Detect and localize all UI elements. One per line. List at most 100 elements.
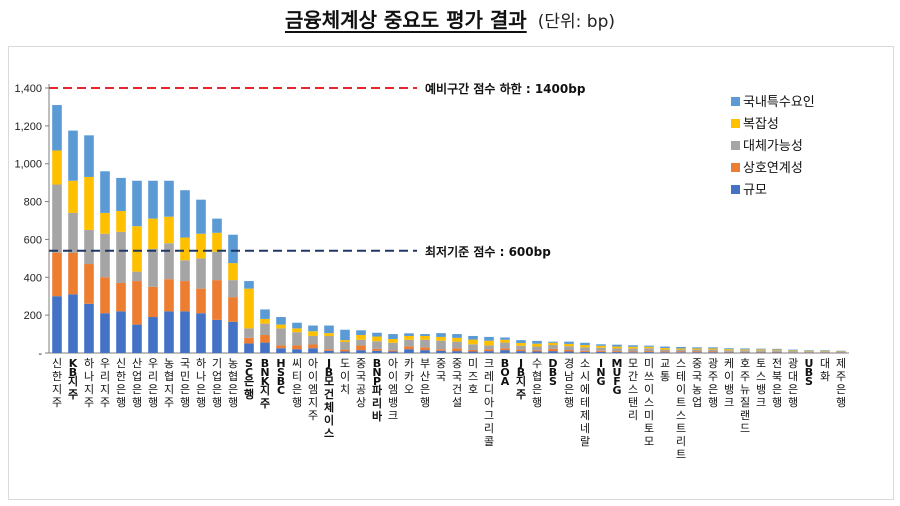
bar-segment xyxy=(596,347,606,351)
bar-segment xyxy=(532,340,542,344)
bar-segment xyxy=(68,212,78,253)
bar-segment xyxy=(116,211,126,232)
bar-segment xyxy=(516,340,526,343)
bar-segment xyxy=(388,338,398,343)
bar-segment xyxy=(148,218,158,249)
legend-swatch xyxy=(731,141,740,150)
bar-segment xyxy=(500,339,510,343)
bar-segment xyxy=(52,252,62,297)
bar-segment xyxy=(756,348,766,350)
bar-segment xyxy=(692,351,702,353)
bar-segment xyxy=(804,350,814,351)
bar-segment xyxy=(452,341,462,349)
bar-segment xyxy=(324,350,334,353)
bar-segment xyxy=(260,323,270,336)
bar-segment xyxy=(388,334,398,339)
bar-segment xyxy=(212,280,222,320)
bar-segment xyxy=(468,351,478,353)
chart-title: 금융체계상 중요도 평가 결과 xyxy=(284,8,527,32)
bar-segment xyxy=(116,177,126,212)
bar-segment xyxy=(228,297,238,322)
bar-segment xyxy=(356,350,366,353)
bar-segment xyxy=(164,279,174,312)
bar-segment xyxy=(436,340,446,350)
bar-segment xyxy=(724,348,734,350)
bar-segment xyxy=(772,352,782,353)
bar-segment xyxy=(564,343,574,347)
bar-segment xyxy=(260,318,270,324)
bar-segment xyxy=(52,105,62,151)
bar-segment xyxy=(548,348,558,352)
bar-segment xyxy=(276,324,286,329)
bar-segment xyxy=(788,351,798,353)
bar-segment xyxy=(68,130,78,181)
bar-segment xyxy=(292,349,302,353)
bar-segment xyxy=(356,330,366,336)
bar-segment xyxy=(292,332,302,346)
bar-segment xyxy=(324,333,334,336)
bar-segment xyxy=(612,346,622,349)
bar-segment xyxy=(452,337,462,342)
bar-segment xyxy=(84,303,94,353)
bar-segment xyxy=(324,349,334,351)
bar-segment xyxy=(436,336,446,341)
legend-label: 상호연계성 xyxy=(743,161,803,176)
bar-segment xyxy=(708,351,718,353)
bar-segment xyxy=(820,350,830,352)
bar-segment xyxy=(84,264,94,304)
bar-segment xyxy=(564,346,574,350)
bar-segment xyxy=(740,351,750,353)
y-tick-label: - xyxy=(38,348,42,360)
bar-segment xyxy=(580,345,590,348)
bar-segment xyxy=(276,345,286,349)
bar-segment xyxy=(340,329,350,341)
bar-segment xyxy=(548,342,558,346)
bar-segment xyxy=(308,331,318,336)
bar-segment xyxy=(596,344,606,346)
bar-segment xyxy=(708,348,718,350)
chart-frame: - 200 400 600 800 1,000 1,200 1,400 신 한 지 주 K B 지 주 하 나 지 주… xyxy=(8,46,894,500)
bar-segment xyxy=(740,352,750,353)
bar-segment xyxy=(100,313,110,353)
bar-segment xyxy=(756,351,766,353)
bar-segment xyxy=(388,350,398,352)
y-tick-label: 1,400 xyxy=(14,83,42,95)
bar-segment xyxy=(804,350,814,352)
bar-segment xyxy=(292,345,302,350)
bar-segment xyxy=(52,296,62,353)
bar-segment xyxy=(500,350,510,353)
bar-segment xyxy=(628,348,638,352)
bar-segment xyxy=(180,311,190,353)
bar-segment xyxy=(644,345,654,347)
bar-segment xyxy=(100,277,110,314)
bar-segment xyxy=(516,351,526,353)
bar-segment xyxy=(372,332,382,337)
bar-segment xyxy=(260,342,270,353)
bar-segment xyxy=(772,349,782,351)
bar-segment xyxy=(596,345,606,348)
bar-segment xyxy=(580,342,590,346)
bar-segment xyxy=(404,333,414,336)
bar-segment xyxy=(772,351,782,353)
legend-label: 규모 xyxy=(743,183,767,198)
bar-segment xyxy=(340,342,350,350)
bar-segment xyxy=(644,348,654,352)
bar-segment xyxy=(676,351,686,353)
bar-segment xyxy=(372,341,382,349)
bar-segment xyxy=(308,344,318,349)
bar-segment xyxy=(644,352,654,353)
